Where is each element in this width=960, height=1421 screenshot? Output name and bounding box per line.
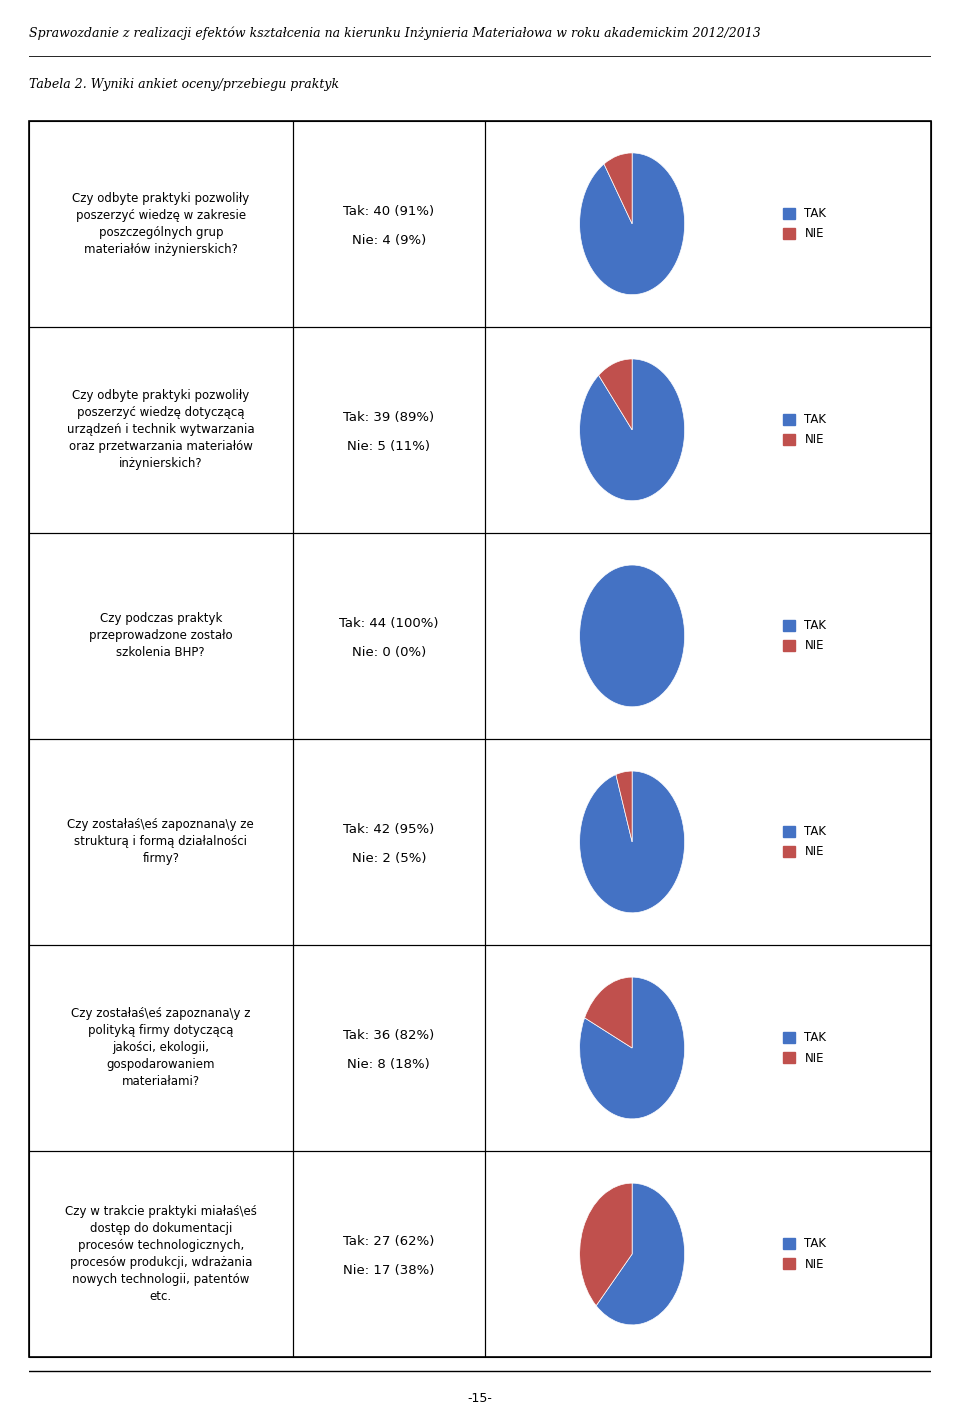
Legend: TAK, NIE: TAK, NIE <box>780 205 828 243</box>
Legend: TAK, NIE: TAK, NIE <box>780 1235 828 1273</box>
Text: -15-: -15- <box>468 1391 492 1405</box>
Text: Nie: 17 (38%): Nie: 17 (38%) <box>343 1265 435 1277</box>
Legend: TAK, NIE: TAK, NIE <box>780 617 828 655</box>
Legend: TAK, NIE: TAK, NIE <box>780 411 828 449</box>
Text: Nie: 8 (18%): Nie: 8 (18%) <box>348 1059 430 1071</box>
Text: Czy podczas praktyk
przeprowadzone zostało
szkolenia BHP?: Czy podczas praktyk przeprowadzone zosta… <box>89 612 232 659</box>
Text: Tak: 39 (89%): Tak: 39 (89%) <box>344 411 434 423</box>
Text: Tak: 36 (82%): Tak: 36 (82%) <box>343 1029 435 1042</box>
Text: Czy odbyte praktyki pozwoliły
poszerzyć wiedzę w zakresie
poszczególnych grup
ma: Czy odbyte praktyki pozwoliły poszerzyć … <box>72 192 250 256</box>
Text: Czy zostałaś\eś zapoznana\y ze
strukturą i formą działalności
firmy?: Czy zostałaś\eś zapoznana\y ze strukturą… <box>67 818 254 865</box>
Text: Tak: 42 (95%): Tak: 42 (95%) <box>343 823 435 836</box>
Text: Czy w trakcie praktyki miałaś\eś
dostęp do dokumentacji
procesów technologicznyc: Czy w trakcie praktyki miałaś\eś dostęp … <box>65 1205 256 1303</box>
Text: Tak: 40 (91%): Tak: 40 (91%) <box>344 205 434 217</box>
Text: Tabela 2. Wyniki ankiet oceny/przebiegu praktyk: Tabela 2. Wyniki ankiet oceny/przebiegu … <box>29 78 339 91</box>
Text: Sprawozdanie z realizacji efektów kształcenia na kierunku Inżynieria Materiałowa: Sprawozdanie z realizacji efektów kształ… <box>29 27 760 41</box>
Text: Czy zostałaś\eś zapoznana\y z
polityką firmy dotyczącą
jakości, ekologii,
gospod: Czy zostałaś\eś zapoznana\y z polityką f… <box>71 1007 251 1088</box>
Text: Tak: 27 (62%): Tak: 27 (62%) <box>343 1235 435 1248</box>
Legend: TAK, NIE: TAK, NIE <box>780 1029 828 1067</box>
Text: Nie: 0 (0%): Nie: 0 (0%) <box>351 647 426 659</box>
Text: Nie: 4 (9%): Nie: 4 (9%) <box>351 234 426 247</box>
Text: Czy odbyte praktyki pozwoliły
poszerzyć wiedzę dotyczącą
urządzeń i technik wytw: Czy odbyte praktyki pozwoliły poszerzyć … <box>67 389 254 470</box>
Text: Nie: 2 (5%): Nie: 2 (5%) <box>351 853 426 865</box>
Text: Tak: 44 (100%): Tak: 44 (100%) <box>339 617 439 630</box>
Text: Nie: 5 (11%): Nie: 5 (11%) <box>348 441 430 453</box>
Legend: TAK, NIE: TAK, NIE <box>780 823 828 861</box>
